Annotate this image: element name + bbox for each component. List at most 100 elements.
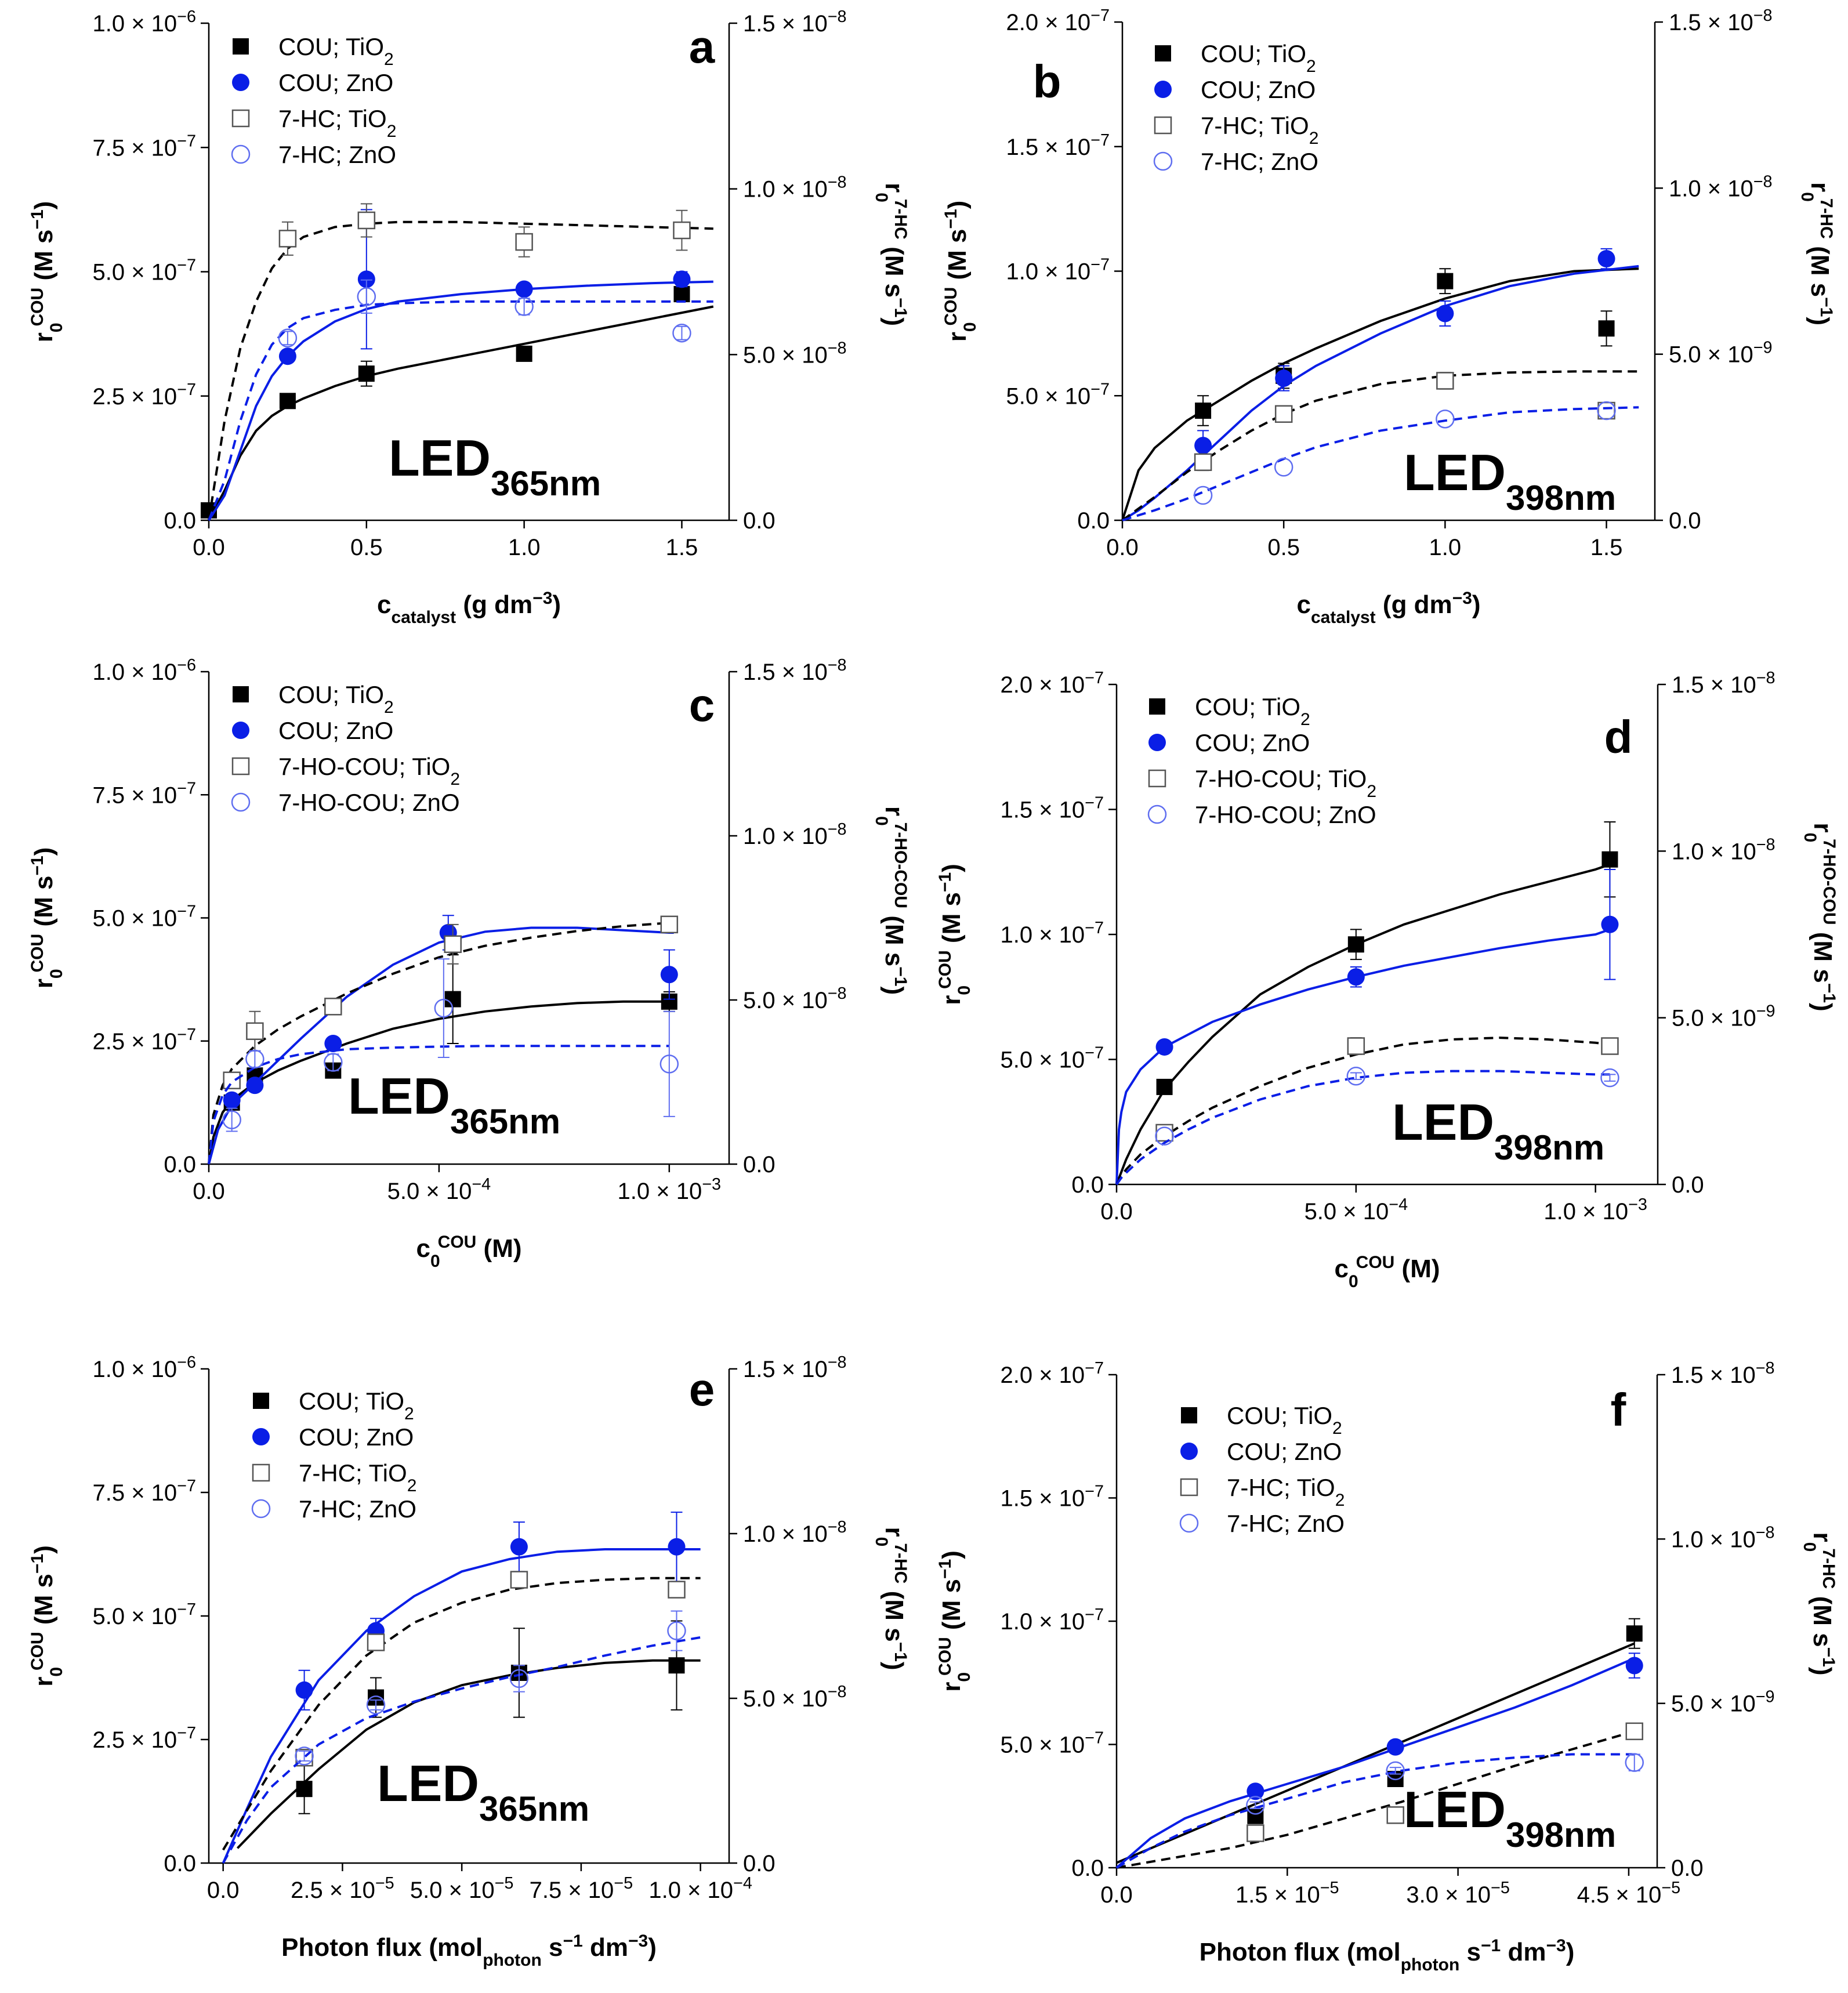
data-point — [1625, 1657, 1643, 1675]
y-tick-label-left-mantissa: 5.0 × 10 — [1000, 1048, 1085, 1073]
y-tick-label-right-exponent: −8 — [828, 8, 847, 26]
yr-sup: 7-HO-COU — [1820, 839, 1839, 925]
y-tick-label-left-exponent: −7 — [1085, 1359, 1104, 1378]
legend-label: COU; TiO2 — [1195, 693, 1310, 729]
yl-rest-sup: −1 — [28, 209, 47, 229]
legend-text: COU; TiO — [278, 681, 384, 708]
legend-text-sub: 2 — [384, 50, 394, 69]
data-point — [1386, 1761, 1405, 1781]
y-tick-label-left: 7.5 × 10−7 — [92, 779, 196, 808]
legend-label: COU; ZnO — [1195, 729, 1310, 756]
x-title-sup: −1 — [563, 1932, 583, 1951]
yl-base: r — [30, 332, 58, 342]
yl-rest-sup: −1 — [941, 209, 961, 229]
data-point — [295, 1746, 314, 1766]
x-tick-label: 1.0 × 10−3 — [1543, 1195, 1647, 1224]
y-tick-label-left-exponent: −6 — [177, 8, 196, 26]
data-point — [1625, 1753, 1644, 1772]
y-axis-title-right: r07-HC (M s−1) — [1800, 1532, 1839, 1676]
chart-panel-e: 0.0 2.5 × 10−5 5.0 × 10−5 7.5 × 10−5 1.0 × 1… — [28, 1353, 911, 1970]
legend-text-sub: 2 — [1335, 1491, 1345, 1510]
y-tick-label-left-mantissa: 2.5 × 10 — [92, 384, 177, 410]
y-tick-label-right: 1.5 × 10−8 — [743, 656, 847, 685]
yl-base: r — [30, 979, 58, 988]
legend-marker — [1179, 1513, 1199, 1533]
y-tick-label-right-exponent: −8 — [828, 984, 847, 1003]
legend-marker — [252, 1463, 270, 1482]
led-label: LED398nm — [1392, 1093, 1604, 1167]
legend-label: COU; TiO2 — [1227, 1402, 1342, 1438]
y-tick-label-left-exponent: −6 — [177, 656, 196, 675]
legend-text: 7-HC; ZnO — [1227, 1510, 1345, 1537]
yr-rest: (M s — [880, 908, 908, 966]
yl-rest: (M s — [937, 892, 966, 950]
fit-line — [1116, 1753, 1635, 1869]
y-tick-label-left: 1.5 × 10−7 — [1000, 794, 1104, 823]
y-tick-label-left: 1.5 × 10−7 — [1000, 1483, 1104, 1512]
y-tick-label-left-mantissa: 0.0 — [1071, 1856, 1104, 1881]
y-tick-label-left-exponent: −7 — [1085, 919, 1104, 937]
data-point — [1598, 320, 1615, 337]
x-tick-label-exponent: −5 — [1491, 1879, 1510, 1897]
legend-label: COU; TiO2 — [299, 1387, 414, 1423]
y-tick-label-right: 1.5 × 10−8 — [743, 8, 847, 37]
y-tick-label-left-exponent: −7 — [177, 256, 196, 275]
x-title-main: c — [1334, 1255, 1348, 1283]
x-tick-label: 1.5 — [1590, 535, 1623, 560]
x-axis-title: Photon flux (molphoton s−1 dm−3) — [281, 1932, 657, 1970]
y-axis-title-right: r07-HO-COU (M s−1) — [1801, 822, 1839, 1011]
data-point — [1347, 1037, 1365, 1055]
y-tick-label-right-mantissa: 1.5 × 10 — [1669, 10, 1753, 35]
legend-text: COU; TiO — [278, 33, 384, 60]
y-tick-label-right-mantissa: 1.0 × 10 — [743, 177, 828, 202]
y-tick-label-right-mantissa: 0.0 — [743, 508, 776, 534]
legend-marker — [252, 1428, 270, 1445]
data-point — [1601, 851, 1618, 868]
legend-marker — [232, 74, 249, 91]
y-axis-title-left: r0COU (M s−1) — [28, 1545, 66, 1687]
y-axis-title-left: r0COU (M s−1) — [936, 864, 974, 1005]
legend-text: COU; TiO — [1227, 1402, 1332, 1429]
legend-marker — [1180, 1478, 1198, 1496]
y-tick-label-left-exponent: −7 — [177, 381, 196, 399]
yl-base: r — [30, 1677, 58, 1687]
legend-text: COU; TiO — [299, 1387, 404, 1415]
x-tick-label: 0.0 — [1100, 1882, 1133, 1908]
legend-label: 7-HC; TiO2 — [278, 105, 396, 141]
y-axis-title-right: r07-HC (M s−1) — [872, 1527, 911, 1671]
y-tick-label-right-mantissa: 1.0 × 10 — [1672, 839, 1756, 864]
x-tick-label: 1.5 × 10−5 — [1235, 1879, 1339, 1908]
x-title-rest: (g dm — [456, 590, 532, 619]
y-tick-label-right-mantissa: 5.0 × 10 — [1672, 1006, 1756, 1031]
data-point — [357, 287, 376, 306]
data-point — [673, 221, 691, 240]
x-axis-title: Photon flux (molphoton s−1 dm−3) — [1200, 1936, 1575, 1974]
yl-sub: 0 — [47, 969, 66, 979]
y-tick-label-right-exponent: −8 — [1756, 1359, 1775, 1378]
x-title-main: c — [416, 1234, 430, 1263]
yr-rest-sup: −1 — [1820, 983, 1839, 1003]
legend-marker — [232, 722, 249, 739]
led-sub: 365nm — [479, 1789, 589, 1828]
x-title-rest2: dm — [1501, 1938, 1546, 1966]
y-tick-label-left-mantissa: 5.0 × 10 — [92, 260, 177, 285]
x-tick-label: 2.5 × 10−5 — [291, 1874, 394, 1903]
data-point — [1156, 1078, 1173, 1095]
legend-label: 7-HC; ZnO — [1201, 148, 1318, 175]
y-axis-title-right: r07-HC (M s−1) — [1798, 182, 1836, 325]
y-tick-label-left: 5.0 × 10−7 — [92, 256, 196, 285]
legend-label: COU; TiO2 — [278, 681, 394, 717]
legend-marker — [1148, 769, 1166, 788]
y-tick-label-right-exponent: −8 — [1756, 835, 1775, 854]
y-tick-label-left: 1.0 × 10−6 — [92, 656, 196, 685]
legend-marker — [1155, 45, 1171, 61]
data-point — [357, 270, 375, 288]
y-tick-label-right: 0.0 — [743, 508, 776, 534]
legend-text: COU; ZnO — [1201, 76, 1316, 103]
chart-panel-c: 0.0 5.0 × 10−4 1.0 × 10−30.02.5 × 10−75.0 … — [28, 656, 911, 1271]
y-tick-label-left-mantissa: 5.0 × 10 — [92, 906, 177, 932]
data-point — [1274, 458, 1293, 477]
x-title-main: Photon flux (mol — [281, 1933, 483, 1962]
